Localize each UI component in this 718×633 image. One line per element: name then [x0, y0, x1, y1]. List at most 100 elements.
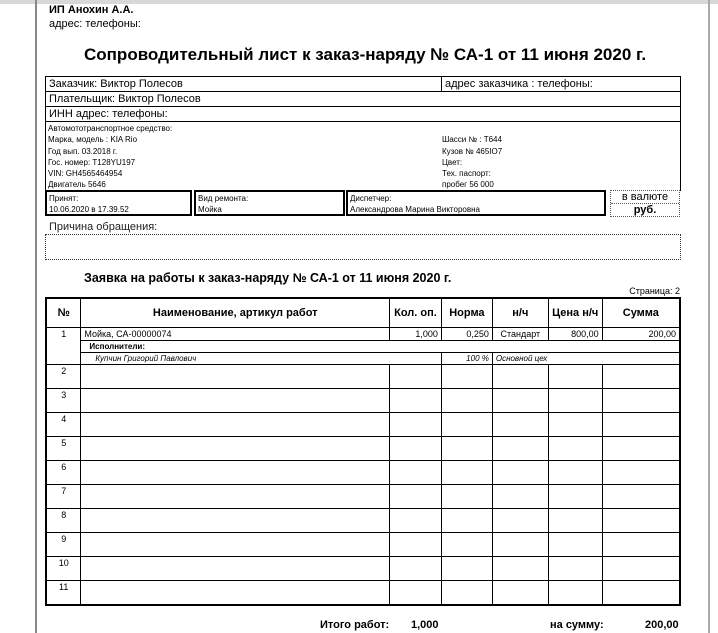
empty-cell: [491, 459, 549, 485]
row-number: 5: [45, 435, 82, 461]
repair-type-value: Мойка: [198, 205, 222, 214]
row-number: 8: [45, 508, 82, 534]
vehicle-passport: Тех. паспорт:: [442, 169, 491, 179]
vehicle-model: Марка, модель : KIA Rio: [48, 135, 138, 145]
empty-cell: [389, 580, 442, 606]
reason-field: [45, 234, 681, 260]
executor-share: 100 %: [440, 351, 493, 365]
vehicle-vin: VIN: GH4565464954: [48, 169, 123, 179]
row-number: 6: [45, 459, 82, 485]
empty-cell: [389, 459, 442, 485]
row-number: 9: [45, 532, 82, 558]
repair-type-box: Вид ремонта: Мойка: [194, 190, 345, 216]
dispatcher-box: Диспетчер: Александрова Марина Викторовн…: [346, 190, 606, 216]
dispatcher-label: Диспетчер:: [350, 194, 392, 203]
empty-cell: [440, 483, 493, 510]
accepted-value: 10.06.2020 в 17.39.52: [49, 205, 129, 214]
repair-type-label: Вид ремонта:: [198, 194, 249, 203]
empty-cell: [547, 580, 603, 606]
works-table: № Наименование, артикул работ Кол. оп. Н…: [45, 297, 681, 606]
totals-works-label: Итого работ:: [320, 619, 390, 631]
dispatcher-value: Александрова Марина Викторовна: [350, 205, 480, 214]
table-row: 1 Мойка, СА-00000074 1,000 0,250 Стандар…: [45, 326, 681, 365]
reason-label: Причина обращения:: [49, 221, 158, 233]
payer-row: Плательщик: Виктор Полесов: [45, 91, 681, 107]
col-header-name: Наименование, артикул работ: [80, 297, 391, 328]
inn-row: ИНН адрес: телефоны:: [45, 106, 681, 122]
empty-cell: [601, 363, 681, 389]
col-header-norm: Норма: [440, 297, 493, 328]
empty-cell: [491, 580, 549, 606]
empty-cell: [547, 435, 603, 461]
empty-cell: [440, 459, 493, 485]
table-row: 6: [45, 459, 681, 485]
empty-cell: [601, 483, 681, 510]
executors-label: Исполнители:: [80, 339, 681, 353]
work-price: 800,00: [547, 326, 603, 341]
row-number: 1: [45, 326, 82, 365]
empty-cell: [547, 532, 603, 558]
empty-cell: [440, 387, 493, 413]
empty-cell: [547, 363, 603, 389]
totals-sum: 200,00: [645, 619, 679, 631]
empty-cell: [440, 435, 493, 461]
empty-cell: [440, 363, 493, 389]
empty-cell: [80, 556, 391, 582]
accepted-box: Принят: 10.06.2020 в 17.39.52: [45, 190, 192, 216]
empty-cell: [440, 508, 493, 534]
currency-value: руб.: [633, 204, 657, 216]
empty-cell: [80, 508, 391, 534]
table-row: 3: [45, 387, 681, 413]
page-right-edge: [708, 0, 710, 633]
customer-row: Заказчик: Виктор Полесов адрес заказчика…: [45, 76, 681, 92]
col-header-qty: Кол. оп.: [389, 297, 442, 328]
empty-cell: [601, 387, 681, 413]
empty-cell: [440, 556, 493, 582]
empty-cell: [389, 411, 442, 437]
executors-header-row: Исполнители:: [46, 339, 681, 353]
row-number: 10: [45, 556, 82, 582]
empty-cell: [491, 556, 549, 582]
vehicle-chassis: Шасси № : T644: [442, 135, 502, 145]
subtitle: Заявка на работы к заказ-наряду № СА-1 о…: [84, 271, 452, 285]
accepted-label: Принят:: [49, 194, 79, 203]
empty-cell: [491, 411, 549, 437]
executor-row: Купчин Григорий Павлович 100 % Основной …: [46, 351, 681, 365]
work-sum: 200,00: [601, 326, 681, 341]
empty-cell: [389, 532, 442, 558]
table-row: 11: [45, 580, 681, 606]
totals-works-qty: 1,000: [411, 619, 439, 631]
empty-cell: [547, 508, 603, 534]
row-number: 11: [45, 580, 82, 606]
vehicle-year: Год вып. 03.2018 г.: [48, 146, 118, 156]
totals-sum-label: на сумму:: [550, 619, 604, 631]
vehicle-body: Кузов № 465IO7: [442, 146, 503, 156]
empty-cell: [601, 556, 681, 582]
executor-workshop: Основной цех: [491, 351, 681, 365]
empty-cell: [601, 411, 681, 437]
row-number: 4: [45, 411, 82, 437]
empty-cell: [601, 532, 681, 558]
vehicle-heading: Автомототранспортное средство:: [48, 124, 173, 133]
customer-address: адрес заказчика : телефоны:: [445, 78, 593, 90]
org-name: ИП Анохин А.А.: [49, 4, 134, 16]
empty-cell: [389, 363, 442, 389]
empty-cell: [80, 387, 391, 413]
table-row: 7: [45, 483, 681, 510]
empty-cell: [491, 483, 549, 510]
page-left-edge: [35, 0, 37, 633]
customer: Заказчик: Виктор Полесов: [46, 77, 442, 91]
row-number: 2: [45, 363, 82, 389]
empty-cell: [389, 556, 442, 582]
empty-cell: [80, 363, 391, 389]
currency-label: в валюте: [611, 191, 679, 204]
empty-cell: [547, 483, 603, 510]
empty-cell: [547, 411, 603, 437]
page-number: Страница: 2: [629, 286, 680, 296]
payer: Плательщик: Виктор Полесов: [49, 93, 201, 105]
empty-cell: [491, 532, 549, 558]
org-contacts: адрес: телефоны:: [49, 18, 141, 30]
empty-cell: [440, 580, 493, 606]
work-name: Мойка, СА-00000074: [80, 326, 391, 341]
col-header-number: №: [45, 297, 82, 328]
